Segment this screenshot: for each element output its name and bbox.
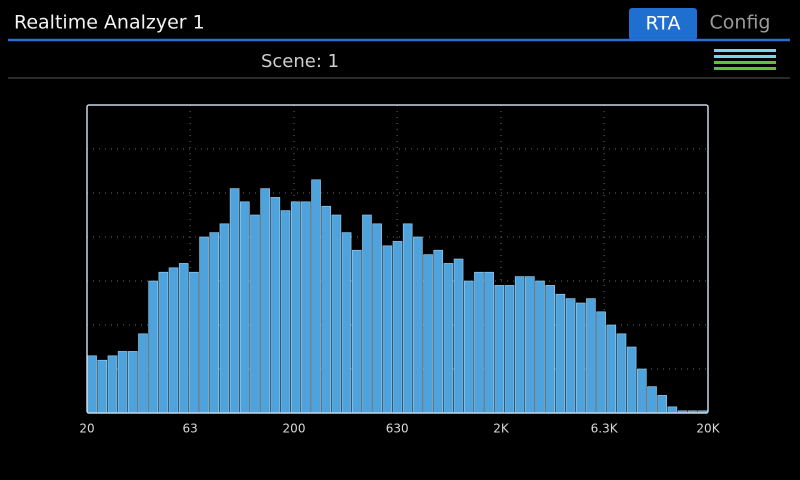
bar	[189, 271, 199, 414]
bar	[280, 210, 291, 414]
bar	[270, 197, 281, 414]
bar	[331, 214, 342, 414]
bar	[443, 263, 454, 414]
bar	[413, 236, 423, 414]
bar	[351, 249, 362, 414]
x-tick-label: 20	[79, 422, 94, 436]
bar	[229, 188, 240, 414]
bar	[311, 179, 321, 414]
bar	[463, 280, 474, 414]
scene-label: Scene: 1	[261, 51, 339, 72]
bar	[565, 298, 576, 414]
bar	[107, 355, 118, 414]
bar	[494, 285, 505, 414]
bar	[158, 271, 169, 414]
bar	[514, 276, 525, 414]
app-title: Realtime Analzyer 1	[14, 12, 205, 34]
bar	[199, 236, 209, 414]
plot: 20 63 200 630 2K 6.3K 20K	[79, 105, 721, 436]
level-meter	[714, 49, 776, 70]
bar	[637, 368, 647, 414]
bar	[433, 249, 444, 414]
bar	[453, 258, 464, 414]
bar	[555, 293, 566, 414]
bar	[128, 351, 138, 414]
bar	[575, 302, 586, 414]
bar	[341, 232, 352, 414]
bar	[250, 214, 260, 414]
tab-config[interactable]: Config	[710, 12, 771, 34]
bar	[423, 254, 433, 414]
bar	[178, 263, 189, 414]
x-tick-label: 20K	[696, 422, 720, 436]
x-tick-label: 2K	[493, 422, 510, 436]
x-tick-label: 63	[183, 422, 198, 436]
bar	[138, 333, 148, 414]
bar	[240, 201, 250, 414]
bar	[616, 333, 627, 414]
bar	[321, 205, 332, 414]
bar	[117, 351, 128, 414]
bar	[392, 241, 403, 414]
bar	[596, 311, 606, 414]
bar	[87, 355, 97, 414]
bar	[667, 406, 678, 414]
bar	[525, 276, 535, 414]
bar	[606, 324, 617, 414]
x-tick-label: 630	[386, 422, 409, 436]
bar	[301, 201, 311, 414]
bar	[148, 280, 158, 414]
bar	[260, 188, 270, 414]
bar	[504, 285, 515, 414]
bar	[168, 267, 179, 414]
tab-rta[interactable]: RTA	[646, 13, 681, 35]
bar	[382, 245, 393, 414]
bar	[586, 298, 596, 414]
bar	[372, 223, 382, 414]
bar	[219, 223, 230, 414]
bar	[209, 232, 220, 414]
bar	[626, 346, 637, 414]
bar	[97, 359, 108, 414]
bar	[474, 271, 484, 414]
bar	[484, 271, 494, 414]
x-tick-label: 200	[283, 422, 306, 436]
bar	[290, 201, 301, 414]
bar	[535, 280, 545, 414]
bar	[647, 386, 657, 414]
bar	[545, 285, 555, 414]
tab-active[interactable]	[629, 8, 697, 40]
bar	[362, 214, 372, 414]
x-tick-label: 6.3K	[591, 422, 619, 436]
bar	[402, 223, 413, 414]
plot-frame	[86, 104, 709, 414]
bar	[657, 395, 667, 414]
